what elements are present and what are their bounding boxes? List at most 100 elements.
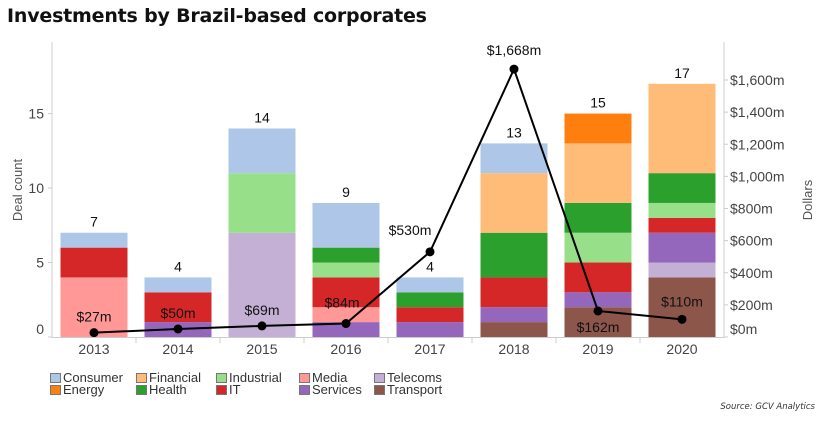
bar-total-label: 15	[590, 95, 606, 111]
legend-swatch	[299, 385, 310, 395]
legend-swatch	[136, 385, 147, 395]
bar-segment-services	[480, 307, 548, 323]
bar-segment-consumer	[228, 128, 296, 174]
bar-segment-it	[480, 277, 548, 308]
bar-total-label: 9	[342, 184, 350, 200]
legend-item-it: IT	[216, 382, 299, 397]
legend-item-media: Media	[299, 370, 374, 385]
y-tick-label: 0	[36, 321, 44, 337]
bar-segment-services	[648, 232, 716, 263]
legend-swatch	[136, 373, 147, 383]
legend-item-financial: Financial	[136, 370, 216, 385]
legend-label: Industrial	[229, 370, 282, 385]
legend-item-consumer: Consumer	[50, 370, 136, 385]
bar-segment-industrial	[228, 173, 296, 233]
dollars-label: $84m	[324, 295, 359, 311]
dollars-point	[257, 321, 267, 331]
bar-total-label: 17	[674, 65, 690, 81]
legend-label: Telecoms	[387, 370, 442, 385]
y2-axis-title: Dollars	[800, 179, 815, 220]
dollars-point	[89, 328, 99, 338]
dollars-point	[341, 319, 351, 329]
bar-segment-it	[144, 292, 212, 323]
legend-label: IT	[229, 382, 241, 397]
bar-segment-it	[312, 277, 380, 308]
x-tick-label: 2018	[498, 341, 529, 357]
dollars-label: $1,668m	[487, 42, 541, 58]
dollars-point	[173, 324, 183, 334]
y2-tick-label: $600m	[730, 233, 773, 249]
bar-segment-it	[396, 307, 464, 323]
x-tick-label: 2020	[666, 341, 697, 357]
bar-segment-health	[396, 292, 464, 308]
bar-segment-health	[564, 202, 632, 233]
bar-segment-health	[480, 232, 548, 278]
dollars-label: $27m	[76, 309, 111, 325]
dollars-point	[509, 64, 519, 74]
bar-segment-consumer	[312, 202, 380, 248]
legend-label: Financial	[149, 370, 202, 385]
legend-label: Services	[312, 382, 362, 397]
bar-segment-consumer	[480, 143, 548, 174]
y2-tick-label: $800m	[730, 201, 773, 217]
bar-segment-transport	[648, 277, 716, 337]
bar-segment-consumer	[60, 232, 128, 248]
legend-label: Media	[312, 370, 348, 385]
legend-swatch	[374, 373, 385, 383]
y-tick-label: 10	[28, 180, 44, 196]
dollars-label: $50m	[160, 305, 195, 321]
y2-tick-label: $1,000m	[730, 168, 784, 184]
y2-tick-label: $1,600m	[730, 72, 784, 88]
legend-label: Health	[149, 382, 187, 397]
legend-swatch	[299, 373, 310, 383]
dollars-label: $530m	[389, 222, 432, 238]
legend: Consumer Financial Industrial Media Telecoms…	[50, 370, 464, 397]
bar-segment-health	[312, 247, 380, 263]
bar-segment-services	[312, 322, 380, 337]
bar-total-label: 7	[90, 214, 98, 230]
bar-segment-it	[60, 247, 128, 278]
legend-item-energy: Energy	[50, 382, 136, 397]
x-tick-label: 2015	[246, 341, 277, 357]
bar-segment-health	[648, 173, 716, 203]
legend-item-telecoms: Telecoms	[374, 370, 464, 385]
legend-label: Transport	[387, 382, 443, 397]
dollars-point	[677, 314, 687, 324]
bar-segment-financial	[564, 143, 632, 203]
legend-swatch	[216, 373, 227, 383]
legend-swatch	[50, 373, 61, 383]
bar-segment-industrial	[648, 202, 716, 218]
bar-segment-it	[648, 217, 716, 233]
x-tick-label: 2016	[330, 341, 361, 357]
bar-segment-transport	[480, 322, 548, 337]
bar-segment-telecoms	[228, 232, 296, 337]
bar-segment-telecoms	[648, 262, 716, 278]
dollars-label: $162m	[577, 319, 620, 335]
bar-total-label: 14	[254, 109, 270, 125]
bar-segment-consumer	[144, 277, 212, 293]
dollars-label: $69m	[244, 302, 279, 318]
y2-tick-label: $1,400m	[730, 104, 784, 120]
legend-item-services: Services	[299, 382, 374, 397]
bar-total-label: 4	[426, 258, 434, 274]
legend-item-transport: Transport	[374, 382, 464, 397]
legend-label: Energy	[63, 382, 105, 397]
bar-total-label: 13	[506, 124, 522, 140]
bar-segment-it	[564, 262, 632, 293]
y2-tick-label: $1,200m	[730, 136, 784, 152]
legend-label: Consumer	[63, 370, 123, 385]
y2-tick-label: $0m	[730, 321, 757, 337]
bar-segment-services	[396, 322, 464, 337]
x-tick-label: 2017	[414, 341, 445, 357]
bar-segment-industrial	[312, 262, 380, 278]
y2-tick-label: $200m	[730, 297, 773, 313]
bar-segment-industrial	[564, 232, 632, 263]
y-tick-label: 15	[28, 106, 44, 122]
legend-swatch	[374, 385, 385, 395]
y-tick-label: 5	[36, 255, 44, 271]
source-note: Source: GCV Analytics	[720, 402, 815, 412]
legend-swatch	[50, 385, 61, 395]
dollars-line	[93, 66, 683, 334]
bar-segment-media	[312, 307, 380, 323]
